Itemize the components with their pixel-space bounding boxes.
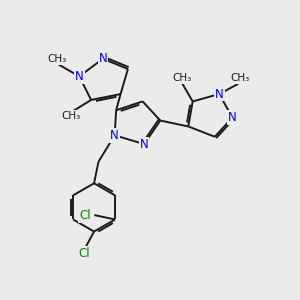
Text: N: N <box>110 129 119 142</box>
Text: N: N <box>215 88 224 100</box>
Text: Cl: Cl <box>78 247 90 260</box>
Text: N: N <box>75 70 84 83</box>
Text: N: N <box>140 138 148 151</box>
Text: CH₃: CH₃ <box>61 111 80 121</box>
Text: CH₃: CH₃ <box>48 54 67 64</box>
Text: N: N <box>228 111 237 124</box>
Text: CH₃: CH₃ <box>230 74 249 83</box>
Text: CH₃: CH₃ <box>173 74 192 83</box>
Text: Cl: Cl <box>79 208 91 222</box>
Text: N: N <box>98 52 107 65</box>
